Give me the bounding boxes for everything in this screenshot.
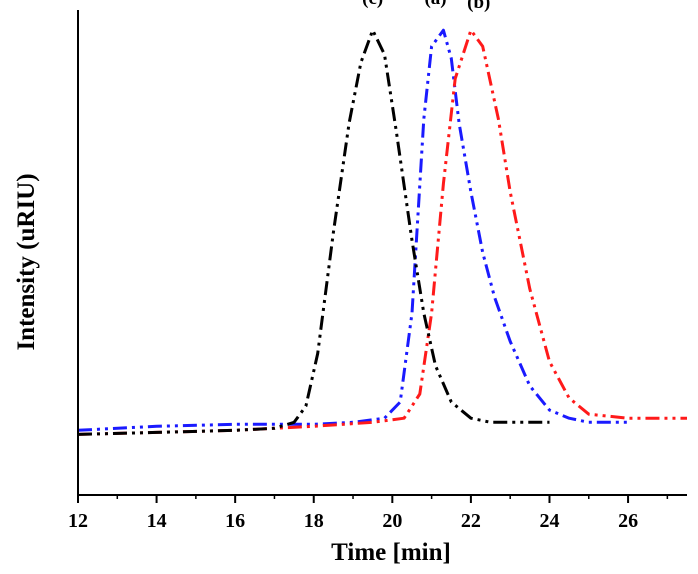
x-tick-label: 18 <box>304 510 324 532</box>
x-tick-label: 20 <box>382 510 402 532</box>
x-tick-label: 26 <box>618 510 638 532</box>
series-line-2 <box>77 28 687 436</box>
x-tick-label: 22 <box>461 510 481 532</box>
x-tick-label: 14 <box>147 510 167 532</box>
annotation-layer: (c) (a) (b) <box>362 0 490 13</box>
series-line-3 <box>77 28 550 436</box>
peak-annotation: (a) <box>424 0 446 9</box>
peak-annotation: (c) <box>362 0 383 9</box>
series-layer <box>77 28 687 436</box>
y-axis-title: Intensity (uRIU) <box>13 173 40 350</box>
axes-layer: 12 14 16 18 20 22 24 26 <box>68 10 687 532</box>
x-axis-title: Time [min] <box>331 539 451 566</box>
x-tick-label: 24 <box>539 510 559 532</box>
x-tick-label: 12 <box>68 510 88 532</box>
series-line-1 <box>77 28 629 432</box>
x-tick-label: 16 <box>225 510 245 532</box>
peak-annotation: (b) <box>467 0 490 13</box>
